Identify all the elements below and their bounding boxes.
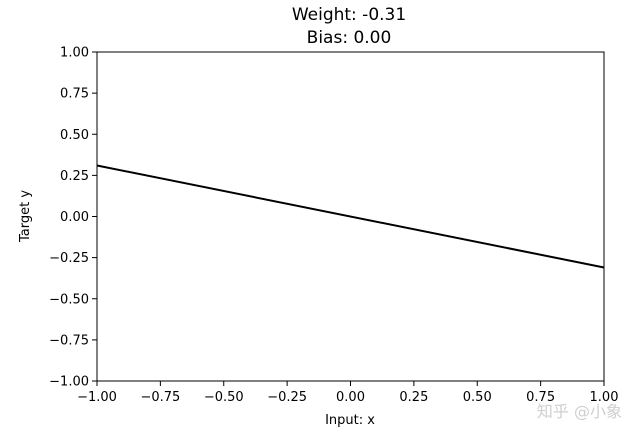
y-axis-ticks: −1.00 −0.75 −0.50 −0.25 0.00 0.25 0.50 0.75 1.00: [49, 46, 97, 390]
x-tick-label: −0.25: [267, 390, 307, 405]
y-tick-label: 0.75: [60, 87, 89, 102]
x-tick-label: 0.25: [399, 390, 428, 405]
y-tick-label: 0.25: [60, 169, 89, 184]
y-axis-label: Target y: [18, 190, 33, 243]
x-tick-label: 0.00: [336, 390, 365, 405]
chart-title-line-1: Weight: -0.31: [292, 5, 406, 25]
y-tick-label: −0.75: [49, 333, 89, 348]
x-tick-label: −0.75: [140, 390, 180, 405]
x-tick-label: −1.00: [77, 390, 117, 405]
regression-line: [96, 164, 605, 269]
x-tick-label: −0.50: [204, 390, 244, 405]
x-axis-label: Input: x: [325, 413, 375, 428]
plot-frame: [96, 51, 605, 382]
series-layer: [96, 164, 605, 269]
y-tick-label: 0.00: [60, 210, 89, 225]
y-tick-label: −1.00: [49, 375, 89, 390]
watermark: 知乎 @小象: [537, 402, 622, 421]
x-tick-label: 1.00: [590, 390, 619, 405]
chart-title-line-2: Bias: 0.00: [307, 28, 392, 48]
y-tick-label: 0.50: [60, 128, 89, 143]
x-tick-label: 0.50: [463, 390, 492, 405]
x-tick-label: 0.75: [526, 390, 555, 405]
x-axis-ticks: −1.00 −0.75 −0.50 −0.25 0.00 0.25 0.50 0.75 1.00: [77, 381, 618, 405]
y-tick-label: −0.25: [49, 251, 89, 266]
y-tick-label: −0.50: [49, 292, 89, 307]
y-tick-label: 1.00: [60, 46, 89, 61]
